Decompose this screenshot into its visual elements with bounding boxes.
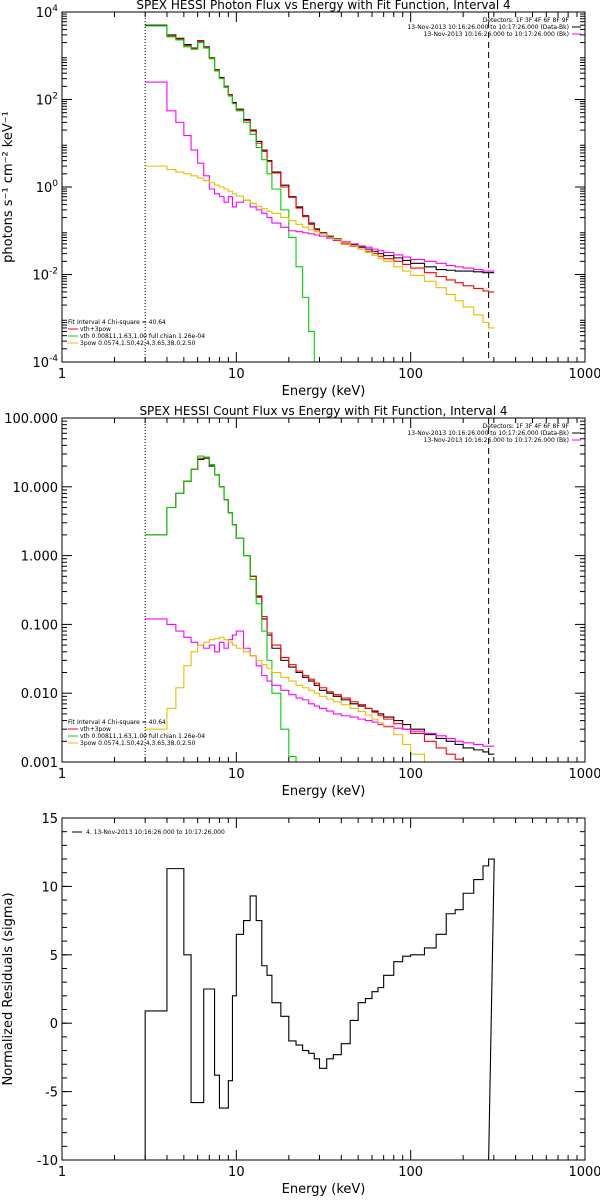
legend-top-entry-1: 4. 13-Nov-2013 10:16:26.000 to 10:17:26.… <box>86 829 225 836</box>
fit-legend-entry-1: vth+3pow <box>80 726 111 733</box>
y-tick-label-2: 0.010 <box>21 687 58 702</box>
plot-frame <box>61 817 586 1161</box>
series-line-4 <box>145 618 495 747</box>
y-tick-label-4: 102 <box>36 92 58 109</box>
fit-legend-entry-3: 3pow 0.0574,1.50,42.4,3.65,38.0,2.50 <box>80 340 196 347</box>
x-axis-label: Energy (keV) <box>282 784 366 799</box>
chart-panel-2: SPEX HESSI Count Flux vs Energy with Fit… <box>4 404 600 799</box>
fit-legend-header: Fit Interval 4 Chi-square = 40.64 <box>68 319 166 326</box>
x-tick-label-4: 1000 <box>568 367 600 382</box>
y-tick-label-1: 0.001 <box>21 756 58 771</box>
y-tick-label-4: 5 <box>50 949 58 964</box>
chart-title: SPEX HESSI Count Flux vs Energy with Fit… <box>139 404 507 418</box>
y-tick-label-5: 10 <box>41 880 58 895</box>
x-tick-label-3: 100 <box>398 767 423 782</box>
legend-top-entry-2: 13-Nov-2013 10:16:26.000 to 10:17:26.000… <box>407 430 569 437</box>
x-tick-label-2: 10 <box>228 767 245 782</box>
x-tick-label-2: 10 <box>228 367 245 382</box>
chart-title: SPEX HESSI Photon Flux vs Energy with Fi… <box>136 0 510 12</box>
y-axis-label: photons s⁻¹ cm⁻² keV⁻¹ <box>1 111 16 263</box>
series-line-2 <box>145 25 495 293</box>
x-axis-label: Energy (keV) <box>282 1182 366 1197</box>
x-tick-label-3: 100 <box>398 1165 423 1180</box>
fit-legend-header: Fit Interval 4 Chi-square = 40.64 <box>68 719 166 726</box>
series-line-1 <box>144 858 495 1160</box>
fit-legend-entry-1: vth+3pow <box>80 326 111 333</box>
y-tick-label-5: 104 <box>36 4 59 21</box>
legend-top-entry-1: Detectors: 1F 3F 4F 6F 8F 9F <box>483 423 570 430</box>
series-line-5 <box>145 165 495 329</box>
x-tick-label-3: 100 <box>398 367 423 382</box>
x-tick-label-1: 1 <box>58 767 66 782</box>
series-line-5 <box>145 636 426 762</box>
y-tick-label-2: 10-2 <box>32 267 58 284</box>
y-tick-label-6: 100.000 <box>4 412 58 427</box>
series-line-1 <box>145 457 495 755</box>
series-line-3 <box>145 25 320 362</box>
legend-top-entry-3: 13-Nov-2013 10:16:26.000 to 10:17:26.000… <box>424 437 569 444</box>
y-tick-label-3: 0.100 <box>21 618 58 633</box>
chart-panel-1: SPEX HESSI Photon Flux vs Energy with Fi… <box>1 0 600 399</box>
y-tick-label-3: 100 <box>36 179 59 196</box>
y-tick-label-2: -5 <box>45 1086 58 1101</box>
legend-top-entry-3: 13-Nov-2013 10:16:26.000 to 10:17:26.000… <box>424 31 569 38</box>
plot-frame <box>61 11 586 363</box>
y-tick-label-3: 0 <box>50 1017 58 1032</box>
x-tick-label-1: 1 <box>58 367 66 382</box>
y-tick-label-6: 15 <box>41 812 58 827</box>
fit-legend-entry-3: 3pow 0.0574,1.50,42.4,3.65,38.0,2.50 <box>80 740 196 747</box>
y-tick-label-1: -10 <box>37 1154 58 1169</box>
legend-top-entry-1: Detectors: 1F 3F 4F 6F 8F 9F <box>483 17 570 24</box>
y-axis-label: Normalized Residuals (sigma) <box>1 892 16 1085</box>
fit-legend-entry-2: vth 0.00811,1.63,1.00 full chian 1.26e-0… <box>80 333 205 340</box>
y-tick-label-1: 10-4 <box>32 354 58 371</box>
x-axis-label: Energy (keV) <box>282 384 366 399</box>
x-tick-label-4: 1000 <box>568 1165 600 1180</box>
plot-frame <box>61 417 586 763</box>
x-tick-label-2: 10 <box>228 1165 245 1180</box>
chart-panel-3: 1 10 100 1000 -10 -5 0 5 10 15 Energy (keV) Normali… <box>1 812 600 1197</box>
legend-top-entry-2: 13-Nov-2013 10:16:26.000 to 10:17:26.000… <box>407 24 569 31</box>
y-tick-label-4: 1.000 <box>21 550 58 565</box>
x-tick-label-4: 1000 <box>568 767 600 782</box>
y-tick-label-5: 10.000 <box>13 481 59 496</box>
fit-legend-entry-2: vth 0.00811,1.63,1.00 full chian 1.26e-0… <box>80 733 205 740</box>
series-line-4 <box>145 81 495 272</box>
x-tick-label-1: 1 <box>58 1165 66 1180</box>
